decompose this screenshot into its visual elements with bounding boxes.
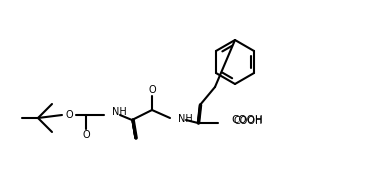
Text: NH: NH	[112, 107, 127, 117]
Text: COOH: COOH	[234, 116, 263, 126]
Text: COOH: COOH	[231, 115, 263, 125]
Text: NH: NH	[178, 114, 193, 124]
Text: O: O	[82, 130, 90, 140]
Text: O: O	[65, 110, 73, 120]
Text: O: O	[148, 85, 156, 95]
